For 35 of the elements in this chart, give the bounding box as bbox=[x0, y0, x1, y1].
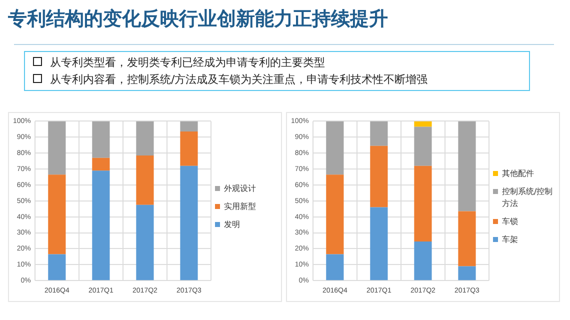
legend-label: 车架 bbox=[502, 234, 518, 246]
bar bbox=[458, 121, 476, 212]
bar bbox=[92, 121, 110, 158]
bar bbox=[414, 242, 432, 280]
bar bbox=[136, 204, 154, 280]
bar bbox=[48, 121, 66, 175]
bar bbox=[414, 166, 432, 242]
bar bbox=[370, 121, 388, 146]
legend-label: 其他配件 bbox=[502, 168, 534, 180]
bar bbox=[414, 121, 432, 127]
text: 从专利内容看，控制系统/方法成及车锁为关注重点，申请专利技术性不断增强 bbox=[49, 72, 429, 88]
legend-label: 车锁 bbox=[502, 216, 518, 228]
bar bbox=[370, 146, 388, 208]
bar bbox=[458, 266, 476, 280]
bar bbox=[180, 132, 198, 166]
bar bbox=[48, 174, 66, 254]
legend-label: 发明 bbox=[224, 219, 240, 231]
text: 从专利类型看，发明类专利已经成为申请专利的主要类型 bbox=[49, 55, 326, 71]
bar bbox=[326, 254, 344, 280]
bar bbox=[414, 126, 432, 166]
chart-title: 专利结构的变化反映行业创新能力正持续提升 bbox=[8, 7, 388, 32]
bar bbox=[92, 158, 110, 171]
bar bbox=[458, 211, 476, 266]
bar bbox=[92, 170, 110, 280]
bar bbox=[326, 174, 344, 254]
bar bbox=[136, 155, 154, 205]
bar bbox=[48, 254, 66, 280]
bar bbox=[370, 207, 388, 280]
legend-label: 实用新型 bbox=[224, 201, 256, 213]
bar bbox=[326, 121, 344, 175]
bar bbox=[180, 166, 198, 280]
bar bbox=[180, 121, 198, 132]
bar bbox=[136, 121, 154, 156]
legend-label: 控制系统/控制方法 bbox=[502, 186, 554, 210]
legend-label: 外观设计 bbox=[224, 183, 256, 195]
